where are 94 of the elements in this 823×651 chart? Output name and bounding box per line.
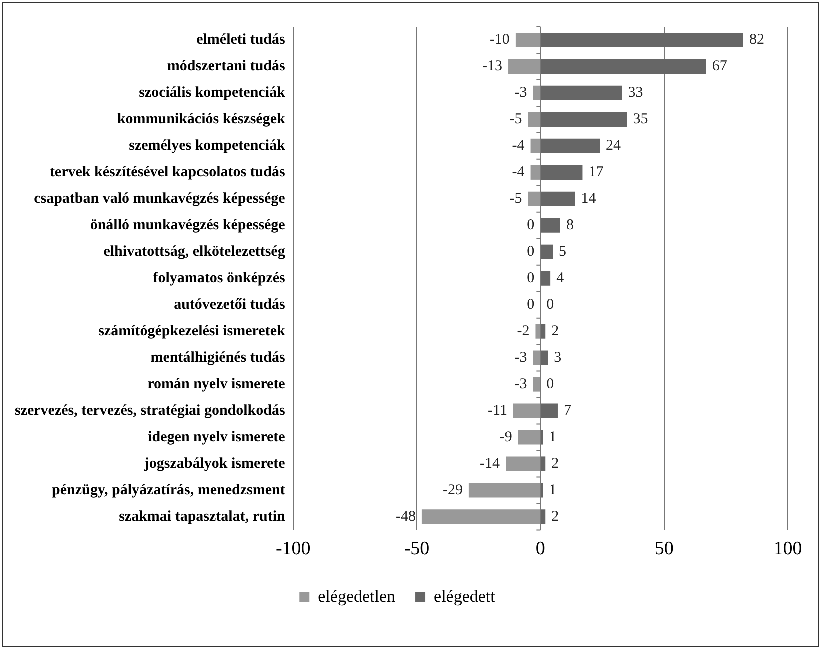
x-tick-label: 0 — [536, 538, 546, 560]
bar — [530, 138, 540, 154]
bar — [541, 404, 558, 418]
bar — [533, 377, 540, 392]
data-label: 2 — [552, 456, 560, 472]
data-label: 14 — [581, 191, 597, 208]
bar — [516, 32, 540, 48]
data-label: -5 — [510, 112, 522, 128]
y-tick-label: önálló munkavégzés képessége — [90, 218, 286, 234]
y-tick-label: elméleti tudás — [196, 32, 286, 48]
data-label: -3 — [514, 85, 528, 102]
bar — [533, 350, 540, 366]
bar — [541, 218, 560, 233]
data-label: -3 — [514, 350, 528, 366]
data-label: 4 — [556, 270, 565, 287]
y-tick-label: elhivatottság, elkötelezettség — [104, 244, 286, 260]
data-label: 33 — [628, 85, 644, 102]
data-label: 0 — [527, 244, 535, 260]
bar — [518, 430, 540, 445]
bar — [541, 32, 744, 48]
data-label: -9 — [500, 429, 512, 446]
data-label: 1 — [549, 482, 557, 498]
bar — [541, 165, 583, 180]
bar — [530, 165, 540, 180]
bar — [541, 456, 546, 472]
data-label: 7 — [564, 402, 572, 419]
data-label: 35 — [633, 112, 648, 128]
bar — [541, 350, 548, 366]
data-label: -14 — [480, 456, 501, 472]
y-tick-label: kommunikációs készségek — [117, 112, 286, 128]
data-label: -2 — [517, 324, 530, 340]
bar — [536, 324, 540, 339]
bar — [528, 192, 540, 206]
bar — [528, 112, 540, 127]
y-tick-label: idegen nyelv ismerete — [148, 429, 286, 446]
data-label: 1 — [549, 429, 557, 446]
data-label: -3 — [514, 376, 528, 392]
bar — [541, 324, 546, 339]
x-tick-label: 50 — [654, 538, 674, 560]
y-tick-label: tervek készítésével kapcsolatos tudás — [50, 164, 286, 181]
data-label: -29 — [442, 482, 463, 498]
y-tick-label: autóvezetői tudás — [174, 296, 286, 313]
y-tick-label: jogszabályok ismerete — [143, 456, 286, 472]
data-label: 24 — [606, 138, 622, 154]
data-label: 2 — [552, 324, 560, 340]
bar — [541, 510, 546, 524]
y-tick-label: módszertani tudás — [167, 58, 286, 75]
data-label: 3 — [554, 350, 562, 366]
data-label: 67 — [712, 58, 728, 75]
bar — [422, 510, 540, 524]
data-label: 0 — [546, 297, 554, 314]
bar — [533, 86, 540, 100]
bar — [513, 404, 540, 418]
legend-label: elégedetlen — [318, 586, 396, 606]
bar — [541, 59, 706, 74]
data-label: 2 — [552, 508, 560, 525]
data-label: -10 — [490, 32, 510, 48]
bar — [541, 244, 554, 260]
y-tick-label: személyes kompetenciák — [129, 138, 286, 154]
x-tick-label: -100 — [276, 538, 311, 560]
y-tick-label: csapatban való munkavégzés képessége — [34, 191, 286, 208]
bar — [541, 86, 622, 100]
data-label: 8 — [566, 218, 574, 234]
y-tick-label: folyamatos önképzés — [153, 270, 286, 286]
data-label: 5 — [559, 244, 567, 260]
y-tick-label: számítógépkezelési ismeretek — [98, 323, 286, 340]
data-label: 82 — [749, 32, 764, 48]
data-label: 0 — [527, 297, 535, 314]
data-label: -4 — [512, 164, 526, 181]
bar — [468, 483, 540, 498]
legend-label: elégedett — [434, 586, 496, 606]
bar — [508, 59, 540, 74]
y-tick-label: szervezés, tervezés, stratégiai gondolkodás — [14, 402, 286, 419]
data-label: -11 — [488, 402, 508, 419]
bar — [506, 456, 540, 472]
data-label: 0 — [527, 218, 535, 234]
bar — [541, 271, 551, 286]
y-tick-label: mentálhigiénés tudás — [150, 350, 286, 366]
bar — [541, 112, 628, 127]
data-label: -13 — [482, 58, 503, 75]
x-tick-label: -50 — [404, 538, 430, 560]
data-label: 0 — [527, 270, 535, 287]
data-label: 0 — [546, 376, 554, 392]
data-label: -48 — [396, 508, 416, 525]
y-tick-label: szociális kompetenciák — [139, 85, 286, 102]
y-tick-label: szakmai tapasztalat, rutin — [119, 508, 286, 525]
data-label: -4 — [512, 138, 526, 154]
y-tick-label: pénzügy, pályázatírás, menedzsment — [52, 482, 286, 498]
y-tick-label: román nyelv ismerete — [148, 376, 286, 392]
data-label: 17 — [588, 164, 604, 181]
data-label: -5 — [510, 191, 522, 208]
x-tick-label: 100 — [774, 538, 802, 560]
bar — [541, 192, 576, 206]
bar — [541, 138, 600, 154]
